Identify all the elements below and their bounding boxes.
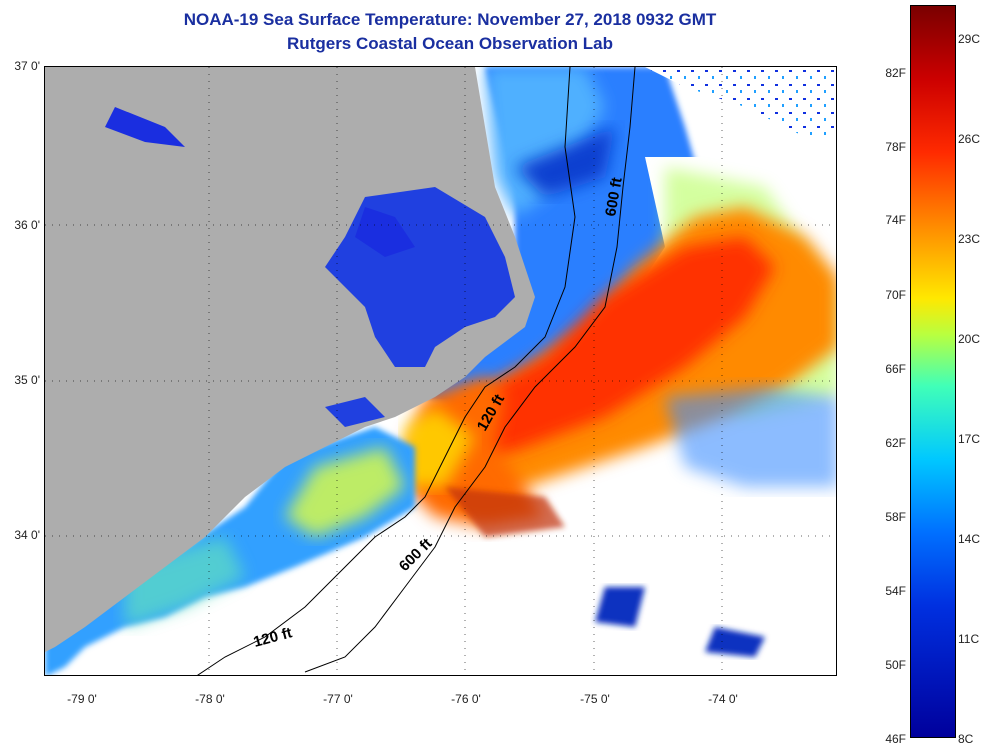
lon-label-74: -74 0' — [708, 692, 738, 706]
coastal-inlet — [325, 397, 385, 427]
lat-label-35: 35 0' — [14, 373, 40, 387]
colorbar-c-11: 11C — [958, 632, 980, 646]
colorbar-f-54: 54F — [885, 584, 906, 598]
colorbar-f-82: 82F — [885, 66, 906, 80]
colorbar-f-78: 78F — [885, 140, 906, 154]
lat-label-37: 37 0' — [14, 59, 40, 73]
lat-label-36: 36 0' — [14, 218, 40, 232]
colorbar-f-66: 66F — [885, 362, 906, 376]
lon-label-79: -79 0' — [67, 692, 97, 706]
lat-label-34: 34 0' — [14, 528, 40, 542]
lon-label-75: -75 0' — [580, 692, 610, 706]
colorbar-c-26: 26C — [958, 132, 981, 146]
map-subtitle: Rutgers Coastal Ocean Observation Lab — [287, 34, 613, 53]
sst-map-svg: 600 ft 120 ft 120 ft 600 ft — [45, 67, 836, 675]
lon-label-78: -78 0' — [195, 692, 225, 706]
temperature-colorbar — [910, 5, 956, 738]
sst-field — [45, 67, 836, 675]
colorbar-c-20: 20C — [958, 332, 981, 346]
colorbar-c-8: 8C — [958, 732, 974, 746]
colorbar-f-46: 46F — [885, 732, 906, 746]
colorbar-c-23: 23C — [958, 232, 981, 246]
colorbar-f-58: 58F — [885, 510, 906, 524]
colorbar-f-70: 70F — [885, 288, 906, 302]
lon-label-77: -77 0' — [323, 692, 353, 706]
colorbar-f-74: 74F — [885, 213, 906, 227]
albemarle-sound — [355, 207, 415, 257]
colorbar-c-29: 29C — [958, 32, 981, 46]
depth-contours — [197, 67, 636, 675]
colorbar-f-50: 50F — [885, 658, 906, 672]
colorbar-c-17: 17C — [958, 432, 981, 446]
colorbar-f-62: 62F — [885, 436, 906, 450]
map-title: NOAA-19 Sea Surface Temperature: Novembe… — [183, 10, 717, 29]
contour-label-600ft-north: 600 ft — [602, 176, 626, 218]
inland-lake — [105, 107, 185, 147]
sst-map: 600 ft 120 ft 120 ft 600 ft — [44, 66, 837, 676]
lon-label-76: -76 0' — [451, 692, 481, 706]
colorbar-c-14: 14C — [958, 532, 981, 546]
